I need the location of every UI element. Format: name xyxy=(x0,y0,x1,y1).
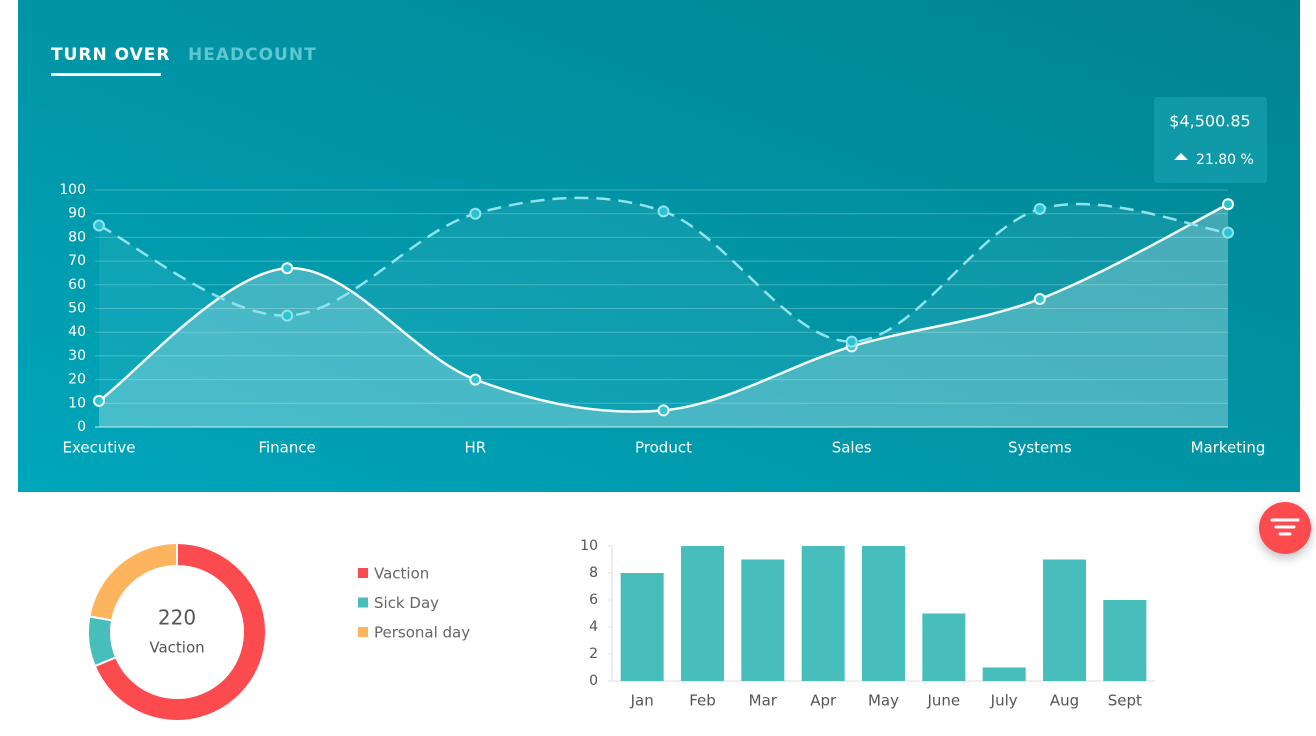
y-tick-label: 70 xyxy=(68,253,86,269)
x-tick-label: Aug xyxy=(1050,692,1079,710)
y-tick-label: 6 xyxy=(589,592,598,608)
bar xyxy=(982,667,1026,681)
y-tick-label: 10 xyxy=(580,538,598,554)
x-tick-label: Sept xyxy=(1108,692,1142,710)
x-tick-label: July xyxy=(990,692,1018,710)
bar xyxy=(801,546,845,681)
y-tick-label: 100 xyxy=(59,182,86,198)
y-tick-label: 60 xyxy=(68,277,86,293)
y-tick-label: 0 xyxy=(589,673,598,689)
x-tick-label: June xyxy=(926,692,960,710)
x-tick-label: Finance xyxy=(258,439,315,457)
point xyxy=(1222,198,1234,211)
stat-value: $4,500.85 xyxy=(1169,112,1250,131)
y-tick-label: 80 xyxy=(68,229,86,245)
point xyxy=(281,262,294,275)
center-value: 220 xyxy=(158,606,196,630)
bar xyxy=(681,546,724,681)
tab-turnover[interactable]: TURN OVER xyxy=(51,45,171,65)
y-tick-label: 4 xyxy=(589,619,598,635)
point xyxy=(93,219,105,232)
tab-headcount[interactable]: HEADCOUNT xyxy=(188,45,317,65)
point xyxy=(469,373,482,386)
legend-swatch xyxy=(358,568,368,578)
bar xyxy=(922,613,966,681)
y-tick-label: 20 xyxy=(68,372,86,388)
doughnut-segment xyxy=(87,615,118,668)
bar xyxy=(620,573,664,681)
y-tick-label: 2 xyxy=(589,646,598,662)
legend-label: Personal day xyxy=(374,624,470,642)
stat-box xyxy=(1154,97,1267,183)
y-tick-label: 50 xyxy=(68,301,86,317)
y-tick-label: 0 xyxy=(77,419,86,435)
point xyxy=(281,309,294,322)
x-tick-label: Marketing xyxy=(1191,439,1266,457)
x-tick-label: Feb xyxy=(689,692,716,710)
x-tick-label: Executive xyxy=(62,439,135,457)
point xyxy=(657,404,670,417)
legend-swatch xyxy=(358,597,368,608)
point xyxy=(1033,202,1046,215)
center-label: Vaction xyxy=(149,639,204,657)
y-tick-label: 90 xyxy=(68,206,86,222)
doughnut-segment xyxy=(93,541,267,722)
legend-swatch xyxy=(358,627,368,637)
x-tick-label: May xyxy=(868,692,899,710)
point xyxy=(93,394,105,407)
legend-label: Sick Day xyxy=(374,594,439,612)
point xyxy=(845,335,858,348)
up-arrow xyxy=(1174,153,1188,160)
point xyxy=(1033,293,1046,306)
bar xyxy=(741,559,785,681)
y-tick-label: 8 xyxy=(589,565,598,581)
bar xyxy=(1103,600,1147,681)
line-chart: 0 10 20 30 40 50 60 70 80 90 100 Executive Finance HR… xyxy=(59,182,1265,457)
doughnut-segment xyxy=(88,541,178,622)
bar xyxy=(862,546,905,681)
point xyxy=(657,205,670,218)
x-tick-label: Jan xyxy=(630,692,654,710)
x-tick-label: Systems xyxy=(1008,439,1072,457)
y-tick-label: 40 xyxy=(68,324,86,340)
x-tick-label: Product xyxy=(635,439,692,457)
x-tick-label: Apr xyxy=(810,692,837,710)
legend-label: Vaction xyxy=(374,565,429,583)
x-tick-label: Mar xyxy=(749,692,778,710)
x-tick-label: Sales xyxy=(832,439,872,457)
bar xyxy=(1043,559,1086,681)
doughnut-chart: Vaction Sick Day Personal day 220 Vaction xyxy=(87,541,470,722)
filter-button[interactable] xyxy=(1259,502,1311,554)
bar-chart: 0 2 4 6 8 10 Jan Feb Mar Apr May June July Aug Sept xyxy=(580,538,1155,710)
y-tick-label: 30 xyxy=(68,348,86,364)
tab-underline xyxy=(51,73,161,76)
point xyxy=(469,207,482,220)
series-area xyxy=(99,197,1228,427)
y-tick-label: 10 xyxy=(68,395,86,411)
x-tick-label: HR xyxy=(464,439,486,457)
stat-change: 21.80 % xyxy=(1196,152,1254,168)
point xyxy=(1222,226,1234,239)
filter-icon xyxy=(1270,518,1300,536)
series-area xyxy=(99,204,1228,427)
